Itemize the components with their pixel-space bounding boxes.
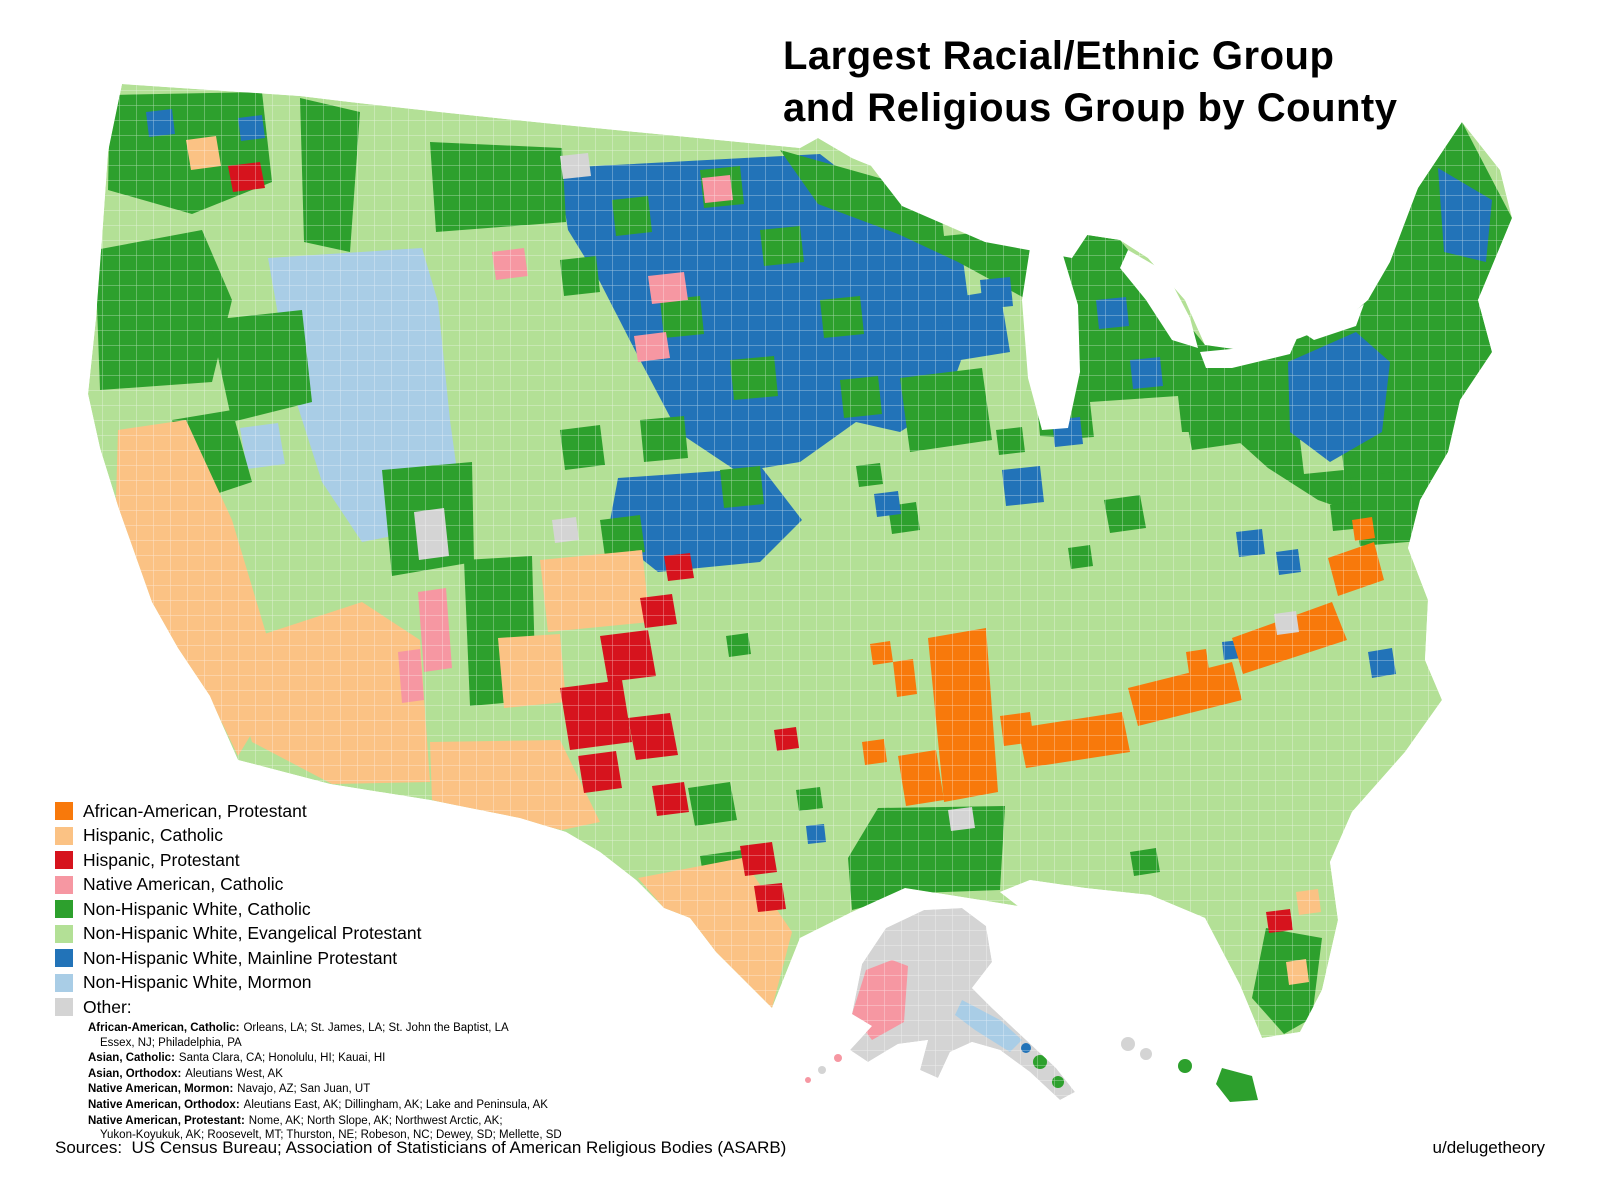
other-detail-line: Native American, Mormon: Navajo, AZ; San …: [88, 1083, 371, 1096]
great-lakes: [868, 162, 1364, 430]
other-detail-line: African-American, Catholic: Orleans, LA; …: [88, 1022, 509, 1049]
other-detail-line: Asian, Orthodox: Aleutians West, AK: [88, 1067, 283, 1080]
hawaii-big-island-catholic: [1216, 1068, 1258, 1102]
legend-swatch: [55, 851, 73, 870]
legend-item-label: Non-Hispanic White, Mainline Protestant: [83, 947, 398, 968]
other-detail-line: Native American, Protestant: Nome, AK; No…: [88, 1114, 562, 1142]
legend-item: Hispanic, Catholic: [55, 824, 422, 849]
other-detail-line: Native American, Orthodox: Aleutians East…: [88, 1098, 548, 1111]
credit-text: u/delugetheory: [1432, 1138, 1545, 1157]
legend-item: Native American, Catholic: [55, 873, 422, 898]
lake-erie: [1200, 336, 1298, 368]
lake-michigan: [1022, 248, 1080, 430]
legend-item-label: Non-Hispanic White, Catholic: [83, 898, 311, 919]
legend-item: African-American, Protestant: [55, 799, 422, 824]
legend-swatch: [55, 998, 73, 1017]
lake-ontario: [1302, 304, 1364, 340]
lake-superior: [868, 162, 1088, 258]
legend-swatch: [55, 973, 73, 992]
map-title: Largest Racial/Ethnic Group and Religiou…: [783, 30, 1398, 134]
legend-swatch: [55, 900, 73, 919]
map-alaska: [805, 908, 1075, 1100]
lake-huron: [1120, 250, 1198, 348]
legend-item-label: African-American, Protestant: [83, 800, 307, 821]
other-detail-line: Asian, Catholic: Santa Clara, CA; Honolul…: [88, 1052, 386, 1065]
map-title-line1: Largest Racial/Ethnic Group: [783, 34, 1335, 78]
legend-item: Other:: [55, 995, 422, 1020]
legend-item-label: Non-Hispanic White, Evangelical Protesta…: [83, 923, 422, 944]
legend-swatch: [55, 924, 73, 943]
legend-item: Non-Hispanic White, Evangelical Protesta…: [55, 922, 422, 947]
legend-swatch: [55, 826, 73, 845]
map-hawaii: [1121, 1037, 1258, 1102]
legend-item: Non-Hispanic White, Mainline Protestant: [55, 946, 422, 971]
legend-item-label: Hispanic, Catholic: [83, 825, 224, 846]
legend-item-label: Hispanic, Protestant: [83, 849, 240, 870]
legend-item: Hispanic, Protestant: [55, 848, 422, 873]
legend-item-label: Non-Hispanic White, Mormon: [83, 972, 312, 993]
legend-item-label: Other:: [83, 996, 132, 1017]
footer: Sources: US Census Bureau; Association o…: [55, 1138, 1545, 1158]
legend-swatch: [55, 949, 73, 968]
alaska-county-grid: [850, 908, 1075, 1100]
hawaii-oahu-other: [1140, 1048, 1152, 1060]
aleutian-islands: [805, 1054, 842, 1083]
sources-text: Sources: US Census Bureau; Association o…: [55, 1138, 787, 1157]
legend-item: Non-Hispanic White, Mormon: [55, 971, 422, 996]
legend: African-American, Protestant Hispanic, C…: [55, 799, 422, 1020]
legend-item-label: Native American, Catholic: [83, 874, 284, 895]
legend-swatch: [55, 802, 73, 821]
legend-item: Non-Hispanic White, Catholic: [55, 897, 422, 922]
hawaii-maui-catholic: [1178, 1059, 1192, 1073]
hawaii-kauai-other: [1121, 1037, 1135, 1051]
other-details: African-American, Catholic: Orleans, LA; …: [88, 1021, 668, 1144]
legend-swatch: [55, 875, 73, 894]
map-title-line2: and Religious Group by County: [783, 86, 1398, 130]
